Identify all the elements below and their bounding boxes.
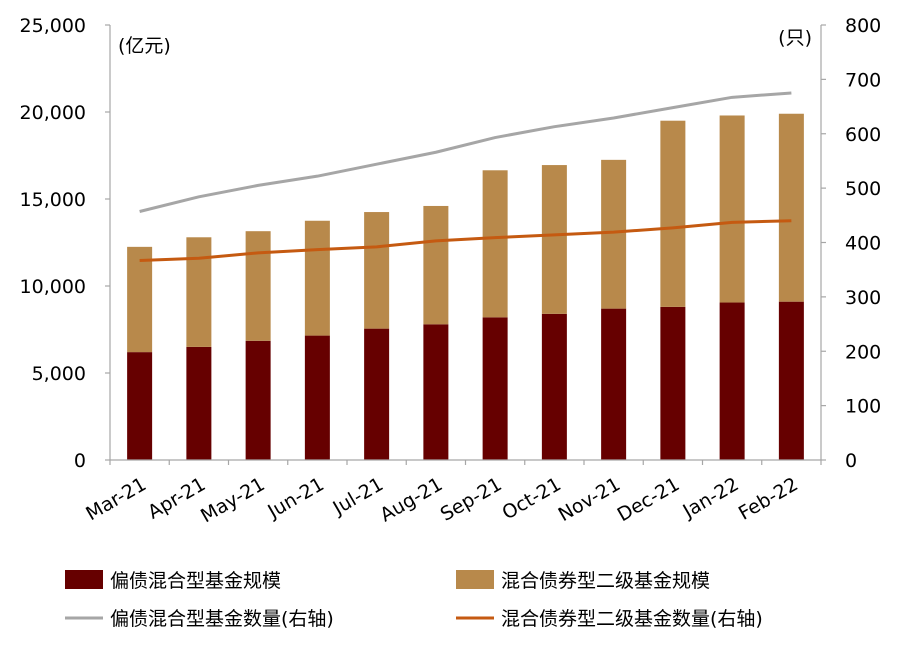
bar-series-1 [364, 328, 390, 460]
left-tick-label: 10,000 [20, 276, 86, 298]
line-series-2 [139, 219, 792, 262]
x-tick-label: Mar-21 [82, 473, 150, 525]
bar-series-1 [304, 335, 330, 460]
bar-series-1 [778, 301, 804, 460]
x-tick-label: May-21 [197, 473, 269, 527]
bars-layer [127, 113, 804, 460]
x-tick-label: Sep-21 [437, 473, 506, 525]
bar-series-1 [423, 324, 449, 460]
legend-swatch-series-1 [65, 570, 103, 589]
right-tick-label: 400 [845, 233, 881, 255]
left-tick-label: 25,000 [20, 15, 86, 37]
right-tick-label: 500 [845, 178, 881, 200]
legend-label-series-1: 偏债混合型基金规模 [110, 570, 281, 592]
bar-series-1 [719, 302, 745, 460]
right-tick-label: 100 [845, 396, 881, 418]
legend-label-series-3: 偏债混合型基金数量(右轴) [110, 608, 334, 630]
bar-series-1 [541, 313, 567, 460]
bar-series-1 [482, 317, 508, 460]
x-tick-label: Jan-22 [679, 473, 743, 523]
right-tick-label: 0 [845, 450, 857, 472]
bar-series-2 [127, 246, 153, 353]
bar-series-1 [127, 352, 153, 460]
right-tick-label: 600 [845, 124, 881, 146]
bar-series-2 [778, 113, 804, 302]
bar-series-1 [660, 306, 686, 460]
x-tick-label: Oct-21 [499, 473, 565, 524]
legend-swatch-series-2 [456, 570, 494, 589]
x-tick-label: Aug-21 [376, 473, 446, 526]
legend: 偏债混合型基金规模 混合债券型二级基金规模 偏债混合型基金数量(右轴) 混合债券… [65, 570, 763, 630]
bar-series-2 [660, 120, 686, 307]
right-tick-label: 300 [845, 287, 881, 309]
legend-label-series-2: 混合债券型二级基金规模 [501, 570, 710, 592]
right-tick-label: 200 [845, 341, 881, 363]
bar-series-2 [245, 231, 271, 341]
right-tick-label: 700 [845, 69, 881, 91]
x-tick-label: Apr-21 [144, 473, 209, 523]
bar-series-2 [304, 220, 330, 336]
bar-series-2 [364, 212, 390, 329]
left-axis-ticks: 0 5,000 10,000 15,000 20,000 25,000 [20, 15, 110, 472]
left-tick-label: 0 [74, 450, 86, 472]
left-tick-label: 15,000 [20, 189, 86, 211]
right-axis-ticks: 0 100 200 300 400 500 600 700 800 [821, 15, 881, 472]
bar-series-2 [541, 165, 567, 314]
bar-series-1 [186, 346, 212, 460]
bar-series-2 [186, 237, 212, 347]
x-tick-label: Jul-21 [329, 473, 388, 520]
bar-series-2 [482, 170, 508, 318]
bar-series-2 [719, 115, 745, 303]
bar-series-2 [423, 205, 449, 325]
bar-series-1 [245, 340, 271, 460]
legend-label-series-4: 混合债券型二级基金数量(右轴) [501, 608, 763, 630]
bar-series-2 [601, 159, 627, 309]
x-tick-label: Nov-21 [555, 473, 625, 526]
left-tick-label: 20,000 [20, 102, 86, 124]
left-tick-label: 5,000 [32, 363, 86, 385]
right-axis-unit-label: (只) [778, 27, 812, 49]
x-tick-label: Feb-22 [735, 473, 802, 524]
line-series-1 [139, 91, 792, 213]
x-tick-label: Dec-21 [614, 473, 684, 526]
x-tick-label: Jun-21 [263, 473, 327, 523]
lines-layer [139, 91, 792, 262]
bar-series-1 [601, 308, 627, 460]
right-tick-label: 800 [845, 15, 881, 37]
left-axis-unit-label: (亿元) [118, 35, 171, 57]
axes-layer [109, 25, 822, 461]
